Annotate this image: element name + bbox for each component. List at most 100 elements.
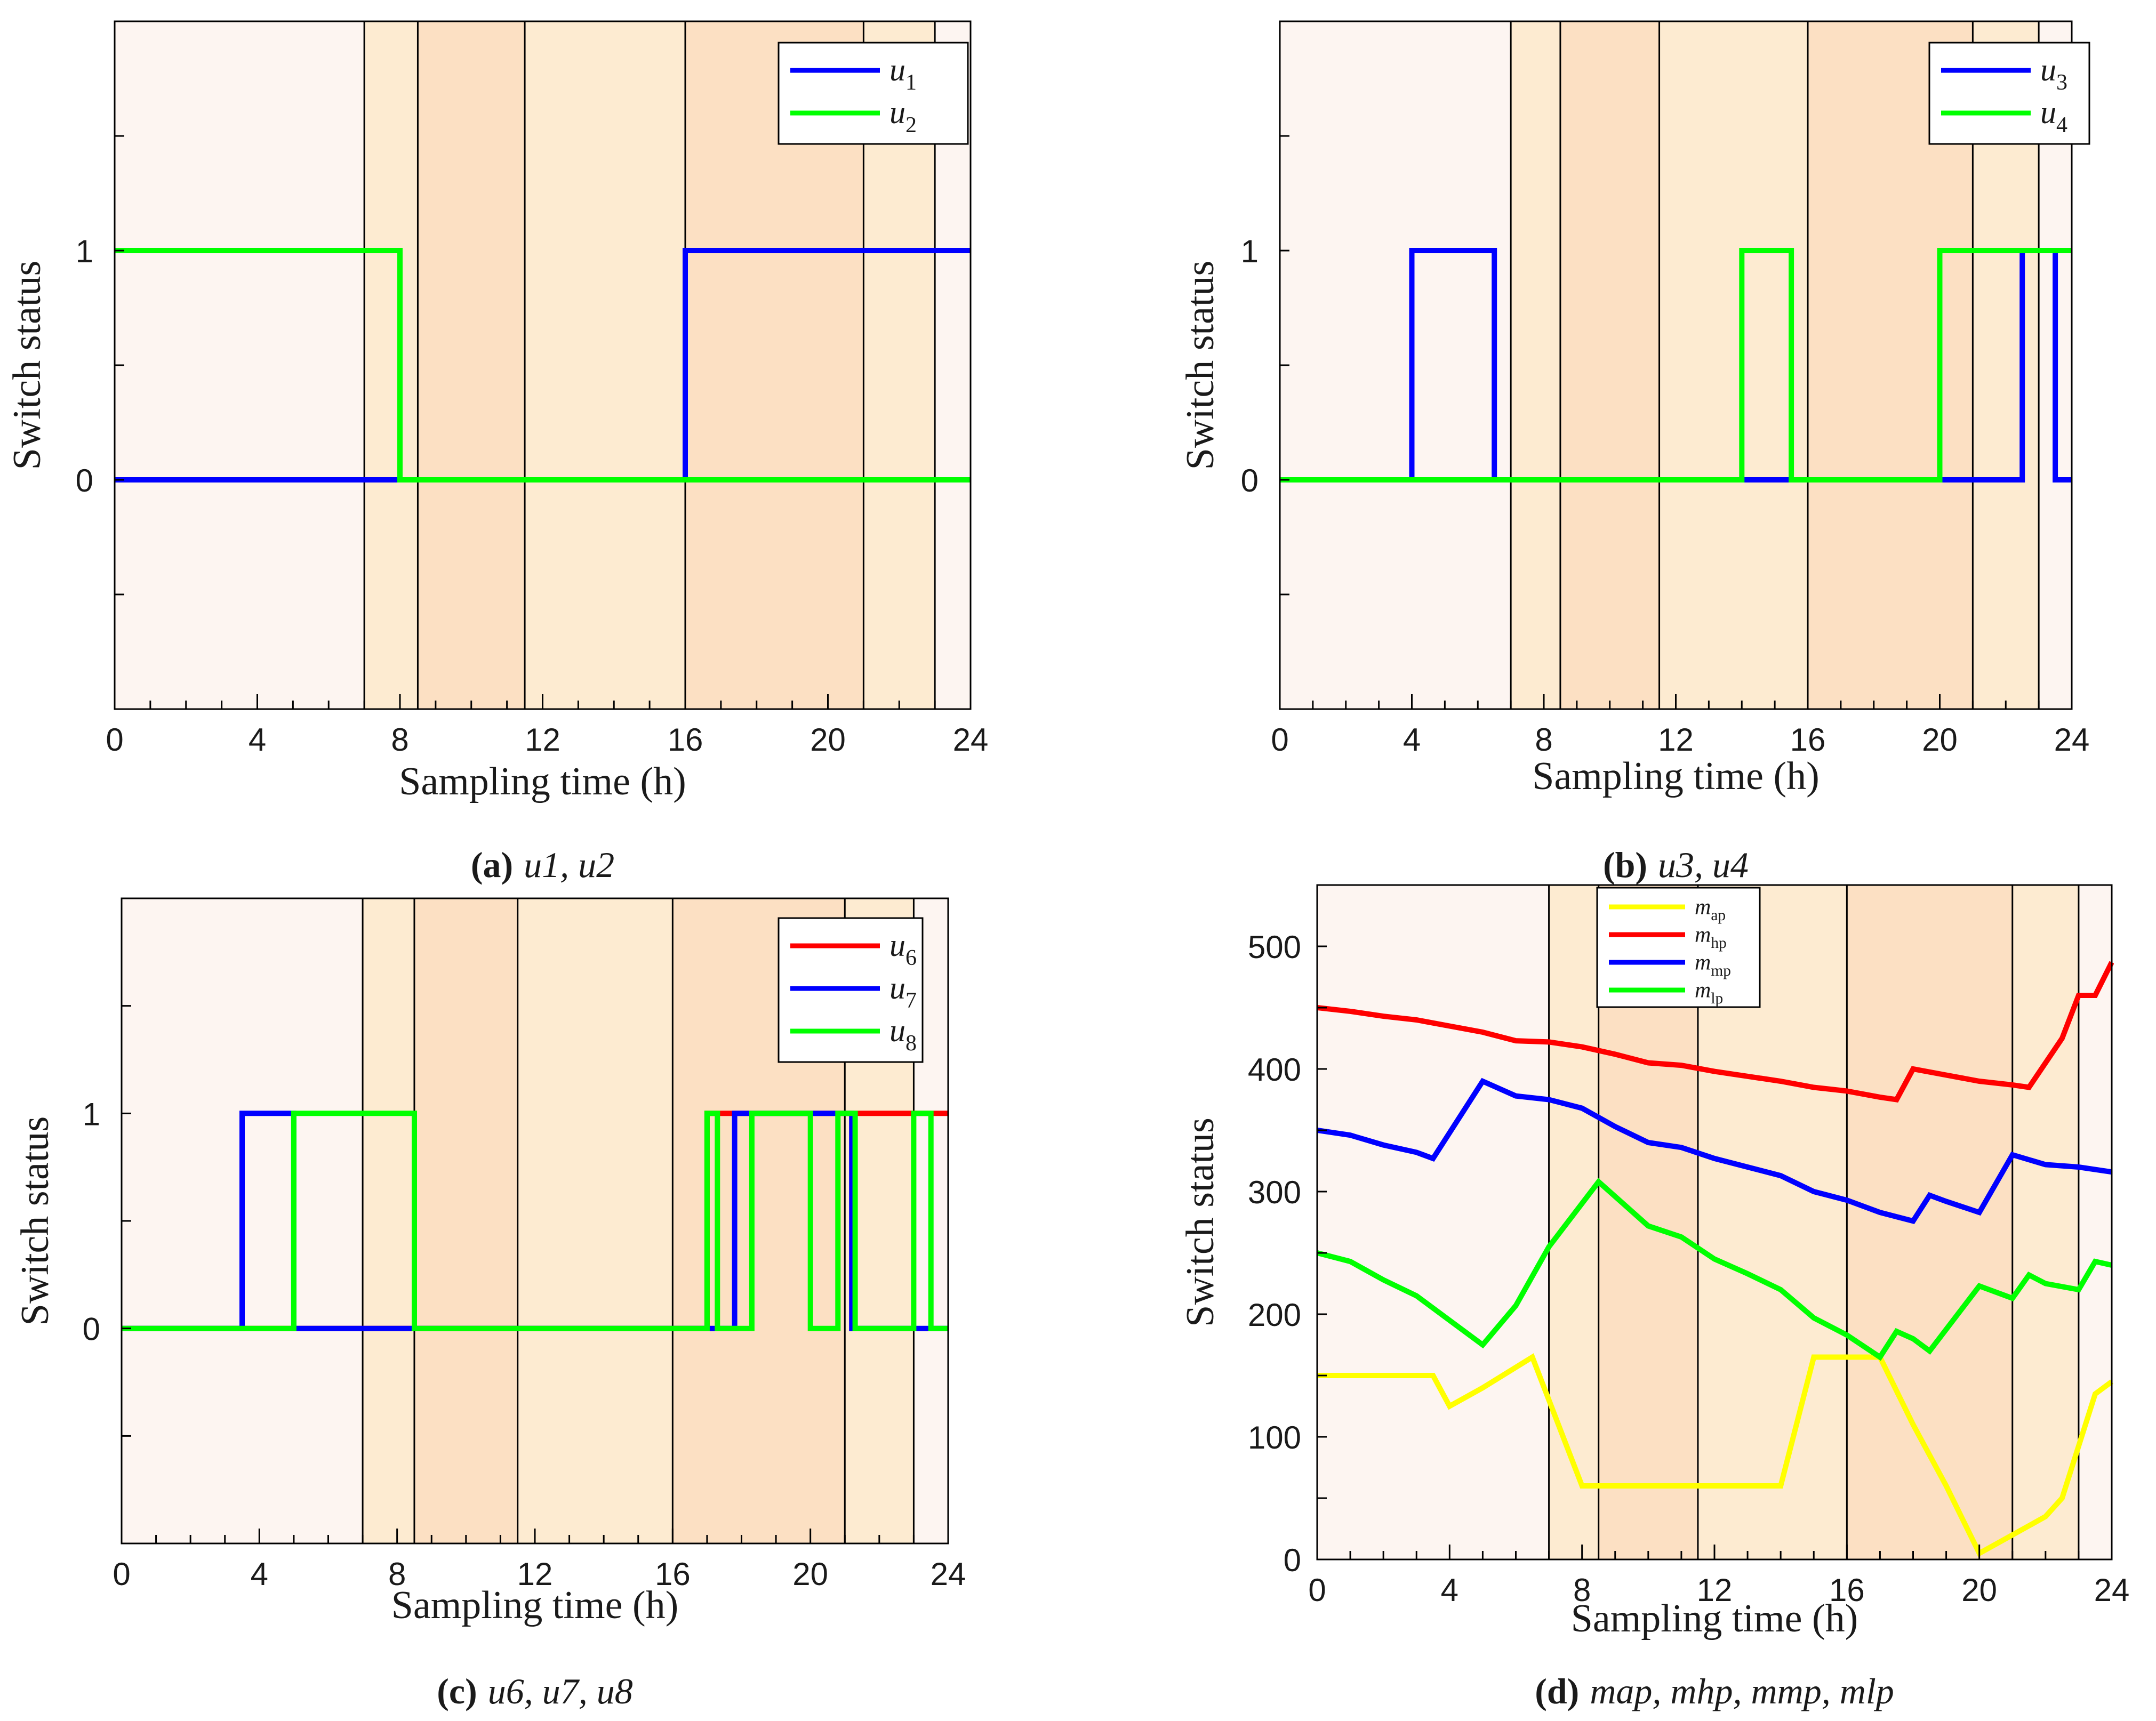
y-axis-label: Switch status — [13, 1116, 57, 1326]
y-tick-label: 300 — [1248, 1175, 1301, 1210]
legend-symbol: u — [889, 52, 905, 87]
y-tick-label: 500 — [1248, 929, 1301, 965]
time-band-2 — [414, 898, 518, 1543]
time-band-5 — [2012, 885, 2079, 1559]
x-tick-label: 4 — [249, 722, 266, 758]
legend-subscript: 2 — [905, 113, 917, 138]
x-tick-label: 16 — [655, 1556, 691, 1592]
time-band-1 — [1511, 21, 1560, 709]
x-tick-label: 8 — [388, 1556, 406, 1592]
time-band-0 — [115, 21, 365, 709]
caption-label: (d) — [1535, 1671, 1579, 1711]
panel-d: 0 4 8 12 16 20 24 0 100 200 300 400 500 Sampling time… — [1179, 884, 2129, 1711]
legend-entry-label: u1 — [889, 52, 917, 95]
legend-subscript: 3 — [2056, 70, 2067, 95]
legend-entry-label: mhp — [1695, 922, 1727, 952]
y-tick-label: 0 — [1284, 1542, 1301, 1578]
time-band-1 — [1549, 885, 1599, 1559]
legend-symbol: m — [1695, 978, 1711, 1002]
legend-box — [778, 42, 969, 145]
caption-text: u1, u2 — [524, 845, 614, 885]
legend-symbol: m — [1695, 895, 1711, 919]
legend-entry-label: mmp — [1695, 950, 1731, 979]
legend-subscript: 4 — [2056, 113, 2067, 138]
series-line-m-hp — [1317, 961, 2114, 1103]
time-band-1 — [363, 898, 414, 1543]
time-band-3 — [517, 898, 673, 1543]
x-tick-label: 4 — [1441, 1572, 1458, 1608]
legend-symbol: u — [889, 1013, 905, 1048]
legend-entry-label: u4 — [2040, 95, 2067, 138]
time-band-6 — [2078, 885, 2112, 1559]
panel-b: 0 4 8 12 16 20 24 0 1 Sampling time (h) Switch sta… — [1179, 20, 2090, 885]
x-tick-label: 8 — [1535, 722, 1552, 758]
legend-entry-label: u6 — [889, 928, 917, 970]
legend-symbol: u — [889, 928, 905, 963]
x-tick-label: 20 — [810, 722, 846, 758]
x-tick-label: 12 — [1697, 1572, 1733, 1608]
x-axis-label: Sampling time (h) — [399, 760, 686, 803]
x-tick-label: 8 — [391, 722, 408, 758]
caption-text: map, mhp, mmp, mlp — [1590, 1671, 1894, 1711]
legend-entry-label: mlp — [1695, 978, 1723, 1007]
legend-symbol: u — [889, 95, 905, 130]
legend-subscript: lp — [1711, 990, 1723, 1007]
x-tick-label: 4 — [1403, 722, 1421, 758]
legend-subscript: 1 — [905, 70, 917, 95]
legend-subscript: hp — [1711, 935, 1726, 952]
x-tick-label: 20 — [792, 1556, 828, 1592]
y-tick-label: 1 — [1241, 234, 1259, 269]
legend-subscript: 8 — [905, 1031, 917, 1056]
x-tick-label: 0 — [113, 1556, 130, 1592]
panel-caption: (b) u3, u4 — [1603, 845, 1749, 885]
x-tick-label: 12 — [1658, 722, 1694, 758]
y-tick-label: 1 — [83, 1096, 100, 1132]
x-tick-label: 16 — [1790, 722, 1826, 758]
x-tick-label: 0 — [1271, 722, 1288, 758]
x-tick-label: 16 — [668, 722, 703, 758]
legend-box — [1928, 42, 2090, 145]
panel-caption: (a) u1, u2 — [471, 845, 614, 885]
y-tick-label: 0 — [83, 1312, 100, 1347]
legend-entry-label: u7 — [889, 970, 917, 1013]
y-tick-label: 100 — [1248, 1420, 1301, 1455]
caption-label: (b) — [1603, 845, 1647, 885]
legend-entry-label: u8 — [889, 1013, 917, 1056]
series-line-m-ap — [1317, 1353, 2113, 1557]
legend-entry-label: u2 — [889, 95, 917, 138]
y-axis-label: Switch status — [1179, 1117, 1222, 1327]
x-axis-label: Sampling time (h) — [391, 1583, 679, 1627]
series-line-u8 — [122, 1111, 948, 1331]
legend-symbol: u — [2040, 95, 2056, 130]
legend-symbol: u — [889, 970, 905, 1006]
legend-subscript: 7 — [905, 988, 917, 1013]
legend-entry-label: u3 — [2040, 52, 2067, 95]
x-tick-label: 24 — [953, 722, 989, 758]
x-axis-label: Sampling time (h) — [1571, 1597, 1858, 1640]
panel-caption: (c) u6, u7, u8 — [437, 1671, 632, 1711]
time-band-3 — [525, 21, 685, 709]
legend-symbol: u — [2040, 52, 2056, 87]
x-tick-label: 0 — [106, 722, 123, 758]
panel-caption: (d) map, mhp, mmp, mlp — [1535, 1671, 1894, 1711]
y-axis-label: Switch status — [5, 261, 49, 470]
time-band-1 — [364, 21, 418, 709]
time-band-0 — [1280, 21, 1511, 709]
x-tick-label: 12 — [525, 722, 560, 758]
y-axis-label: Switch status — [1179, 261, 1222, 470]
y-tick-label: 0 — [1241, 463, 1259, 498]
caption-text: u3, u4 — [1658, 845, 1749, 885]
time-band-2 — [1560, 21, 1660, 709]
legend-entry-label: map — [1695, 895, 1726, 924]
x-tick-label: 8 — [1573, 1572, 1591, 1608]
y-tick-label: 1 — [76, 234, 93, 269]
x-axis-label: Sampling time (h) — [1532, 754, 1820, 798]
x-tick-label: 20 — [1922, 722, 1958, 758]
legend-subscript: 6 — [905, 946, 917, 970]
x-tick-label: 0 — [1308, 1572, 1326, 1608]
time-band-3 — [1659, 21, 1808, 709]
